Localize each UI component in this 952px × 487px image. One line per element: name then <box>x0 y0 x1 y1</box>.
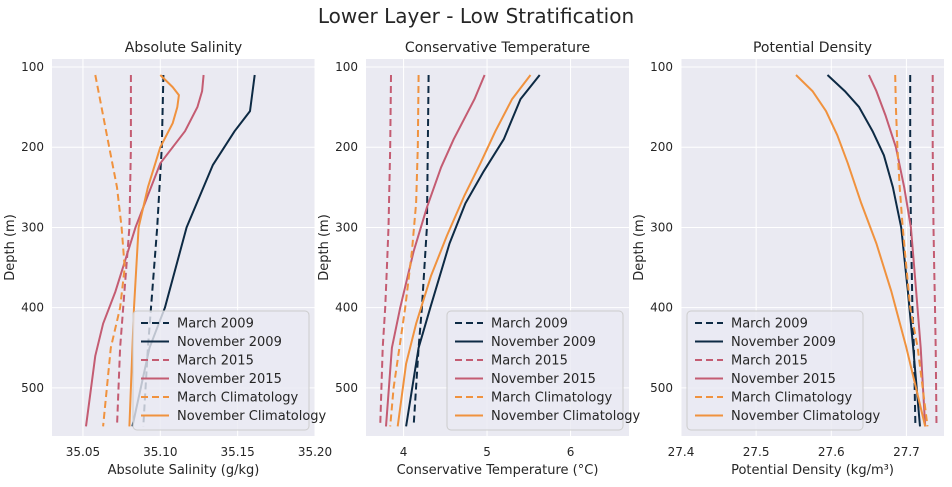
legend-label: November Climatology <box>491 409 641 424</box>
y-tick-label: 200 <box>650 140 673 154</box>
y-tick-label: 300 <box>650 220 673 234</box>
legend-label: March 2015 <box>731 354 808 369</box>
series-line-november-climatology <box>795 74 927 427</box>
legend-box <box>446 310 624 431</box>
legend-label: March 2009 <box>177 317 254 332</box>
series-line-november-2015 <box>385 74 486 427</box>
x-tick-label: 35.05 <box>66 445 100 459</box>
legend-label: November 2009 <box>491 335 596 350</box>
series-group <box>795 74 938 427</box>
series-line-march-climatology <box>894 74 929 427</box>
legend-label: March Climatology <box>731 391 853 406</box>
panel-conservative-temperature: 4 5 6 100 200 300 400 500 Conservative Temperatu… <box>317 40 641 478</box>
series-group <box>379 74 541 427</box>
series-line-november-2015 <box>867 74 927 427</box>
y-tick-label: 400 <box>21 301 44 315</box>
x-tick-label: 35.10 <box>143 445 177 459</box>
y-tick-label: 400 <box>650 301 673 315</box>
x-tick-label: 35.20 <box>298 445 332 459</box>
legend-label: March Climatology <box>491 391 613 406</box>
legend-box <box>686 310 864 431</box>
panel-title: Conservative Temperature <box>405 40 590 56</box>
y-tick-label: 500 <box>650 381 673 395</box>
series-line-november-2009 <box>405 74 541 427</box>
series-line-march-climatology <box>94 74 126 427</box>
series-line-november-2009 <box>826 74 921 427</box>
y-tick-label: 100 <box>335 60 358 74</box>
legend-label: November Climatology <box>731 409 881 424</box>
x-axis-label: Absolute Salinity (g/kg) <box>108 463 260 478</box>
y-tick-label: 500 <box>21 381 44 395</box>
series-line-march-2009 <box>909 75 917 427</box>
y-tick-label: 400 <box>335 301 358 315</box>
x-axis-label: Conservative Temperature (°C) <box>397 463 599 478</box>
x-tick-label: 35.15 <box>220 445 254 459</box>
panel-absolute-salinity: 35.05 35.10 35.15 35.20 100 200 300 400 500 Absol… <box>3 40 332 478</box>
y-tick-label: 100 <box>650 60 673 74</box>
x-tick-label: 6 <box>567 445 575 459</box>
legend-label: March 2009 <box>731 317 808 332</box>
y-tick-label: 200 <box>21 140 44 154</box>
panel-title: Potential Density <box>753 40 872 56</box>
y-tick-label: 100 <box>21 60 44 74</box>
x-tick-label: 27.6 <box>818 445 845 459</box>
y-tick-label: 500 <box>335 381 358 395</box>
x-tick-label: 5 <box>483 445 491 459</box>
series-line-march-2015 <box>116 75 132 427</box>
legend: March 2009 November 2009 March 2015 Novembe… <box>446 310 641 431</box>
series-line-november-2015 <box>85 74 205 427</box>
series-line-march-2015 <box>931 75 938 427</box>
x-axis-label: Potential Density (kg/m³) <box>731 463 894 478</box>
y-tick-label: 300 <box>335 220 358 234</box>
legend: March 2009 November 2009 March 2015 Novembe… <box>132 310 327 431</box>
y-axis-label: Depth (m) <box>632 214 647 281</box>
figure-title: Lower Layer - Low Stratification <box>318 4 634 28</box>
x-tick-label: 27.7 <box>893 445 920 459</box>
legend: March 2009 November 2009 March 2015 Novembe… <box>686 310 881 431</box>
legend-label: March 2015 <box>491 354 568 369</box>
legend-label: March 2015 <box>177 354 254 369</box>
y-axis-label: Depth (m) <box>317 214 332 281</box>
panel-potential-density: 27.4 27.5 27.6 27.7 100 200 300 400 500 Potential… <box>632 40 944 478</box>
legend-label: November 2009 <box>177 335 282 350</box>
legend-label: March Climatology <box>177 391 299 406</box>
legend-box <box>132 310 310 431</box>
legend-label: November 2015 <box>177 372 282 387</box>
series-line-march-2009 <box>142 74 165 427</box>
legend-label: November 2009 <box>731 335 836 350</box>
y-tick-label: 300 <box>21 220 44 234</box>
series-line-november-climatology <box>396 74 532 427</box>
x-tick-label: 27.5 <box>743 445 770 459</box>
legend-label: November Climatology <box>177 409 327 424</box>
legend-label: March 2009 <box>491 317 568 332</box>
y-axis-label: Depth (m) <box>3 214 18 281</box>
series-line-march-climatology <box>389 74 420 427</box>
series-line-november-climatology <box>128 74 180 427</box>
y-tick-label: 200 <box>335 140 358 154</box>
series-line-march-2009 <box>412 74 430 427</box>
series-line-march-2015 <box>379 74 392 427</box>
legend-label: November 2015 <box>731 372 836 387</box>
panel-title: Absolute Salinity <box>125 40 242 56</box>
x-tick-label: 4 <box>400 445 408 459</box>
legend-label: November 2015 <box>491 372 596 387</box>
x-tick-label: 27.4 <box>668 445 695 459</box>
